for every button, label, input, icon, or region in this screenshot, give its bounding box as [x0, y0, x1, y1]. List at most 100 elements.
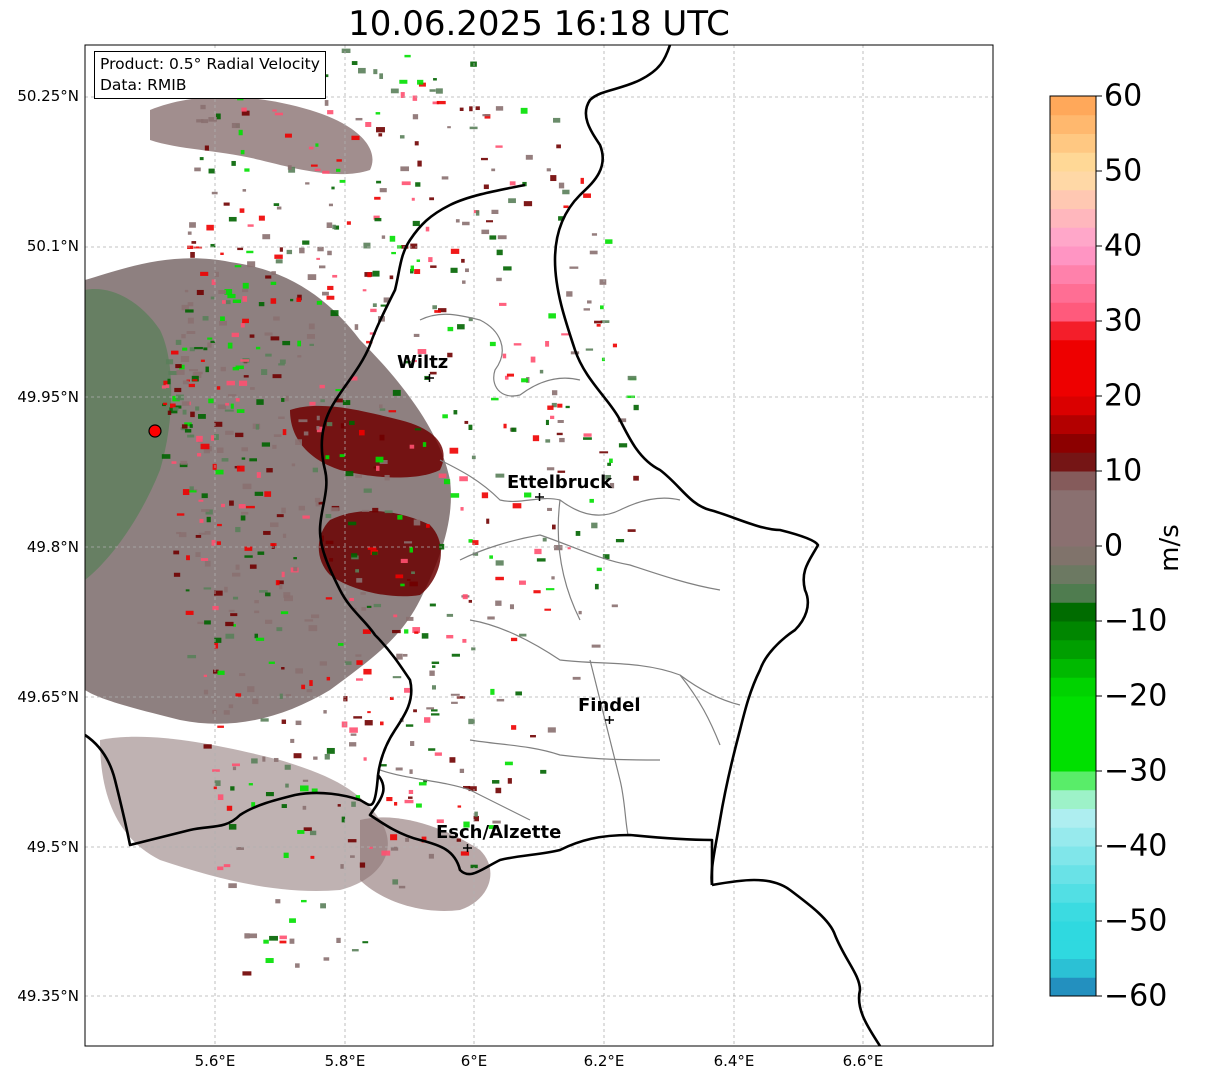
echo-pixel — [465, 268, 469, 273]
echo-pixel — [297, 830, 305, 834]
echo-pixel — [472, 552, 479, 556]
echo-pixel — [462, 280, 466, 284]
echo-pixel — [463, 821, 470, 828]
echo-pixel — [330, 507, 339, 512]
echo-pixel — [269, 935, 278, 941]
echo-pixel — [274, 254, 283, 259]
echo-pixel — [185, 610, 194, 615]
echo-pixel — [373, 603, 382, 608]
echo-pixel — [225, 430, 234, 435]
colorbar-tick: 20 — [1104, 378, 1143, 414]
echo-pixel — [249, 334, 255, 338]
echo-pixel — [345, 471, 354, 477]
echo-pixel — [217, 794, 224, 801]
echo-pixel — [441, 176, 449, 180]
echo-pixel — [201, 509, 210, 512]
echo-pixel — [200, 271, 209, 276]
echo-pixel — [453, 410, 458, 415]
echo-pixel — [200, 359, 205, 362]
echo-pixel — [449, 447, 459, 454]
echo-pixel — [468, 718, 475, 725]
echo-pixel — [558, 182, 565, 189]
echo-pixel — [289, 938, 295, 944]
echo-pixel — [240, 322, 245, 328]
echo-pixel — [336, 159, 342, 162]
echo-pixel — [618, 443, 628, 448]
echo-pixel — [232, 766, 237, 771]
echo-pixel — [208, 398, 214, 404]
colorbar-segment — [1050, 714, 1096, 734]
lon-label: 5.8°E — [324, 1052, 366, 1070]
echo-pixel — [210, 243, 216, 248]
echo-pixel — [189, 486, 194, 492]
echo-pixel — [447, 326, 454, 332]
echo-pixel — [470, 864, 478, 869]
echo-pixel — [319, 535, 324, 542]
echo-pixel — [358, 429, 365, 436]
echo-pixel — [374, 196, 381, 200]
echo-pixel — [202, 316, 209, 321]
echo-pixel — [337, 642, 344, 646]
echo-pixel — [557, 403, 563, 408]
echo-pixel — [167, 378, 171, 385]
echo-pixel — [411, 197, 415, 201]
echo-pixel — [544, 608, 552, 611]
echo-pixel — [198, 532, 206, 535]
echo-pixel — [417, 349, 427, 354]
echo-pixel — [284, 764, 291, 770]
echo-pixel — [414, 631, 419, 634]
echo-pixel — [173, 550, 180, 555]
echo-pixel — [474, 811, 478, 817]
echo-pixel — [264, 332, 273, 336]
echo-pixel — [429, 197, 435, 201]
echo-pixel — [530, 356, 536, 363]
echo-pixel — [412, 95, 418, 101]
colorbar-segment — [1050, 883, 1096, 903]
echo-pixel — [601, 357, 605, 362]
echo-pixel — [208, 168, 215, 174]
echo-pixel — [235, 564, 240, 570]
echo-pixel — [426, 707, 435, 710]
echo-pixel — [194, 346, 203, 350]
echo-pixel — [216, 386, 221, 390]
country-borders — [85, 45, 882, 1046]
lon-label: 6.6°E — [842, 1052, 884, 1070]
echo-pixel — [284, 395, 289, 402]
echo-pixel — [523, 201, 533, 207]
echo-pixel — [379, 764, 387, 767]
echo-pixel — [334, 225, 340, 230]
echo-pixel — [536, 558, 546, 562]
echo-pixel — [412, 220, 420, 227]
echo-pixel — [165, 384, 170, 388]
echo-pixel — [308, 625, 318, 632]
echo-pixel — [405, 724, 414, 727]
echo-pixel — [486, 518, 490, 524]
echo-pixel — [583, 193, 591, 198]
echo-pixel — [392, 676, 402, 679]
echo-pixel — [221, 503, 225, 508]
echo-pixel — [272, 109, 277, 112]
echo-pixel — [379, 408, 386, 411]
echo-pixel — [316, 257, 320, 260]
echo-pixel — [468, 424, 473, 431]
echo-pixel — [264, 491, 272, 497]
echo-pixel — [461, 258, 465, 263]
echo-pixel — [165, 359, 174, 365]
echo-pixel — [195, 406, 200, 411]
echo-pixel — [405, 360, 411, 364]
echo-pixel — [397, 515, 403, 520]
echo-pixel — [217, 523, 222, 527]
echo-pixel — [446, 634, 454, 639]
echo-pixel — [195, 552, 201, 557]
echo-pixel — [310, 855, 315, 859]
echo-pixel — [237, 247, 244, 251]
echo-pixel — [418, 782, 427, 786]
echo-pixel — [575, 530, 581, 536]
echo-pixel — [217, 404, 227, 410]
city-label-esch: Esch/Alzette — [436, 822, 561, 843]
echo-pixel — [320, 399, 325, 403]
echo-pixel — [242, 318, 249, 324]
echo-pixel — [511, 725, 517, 730]
echo-pixel — [422, 442, 427, 447]
echo-pixel — [367, 272, 372, 278]
